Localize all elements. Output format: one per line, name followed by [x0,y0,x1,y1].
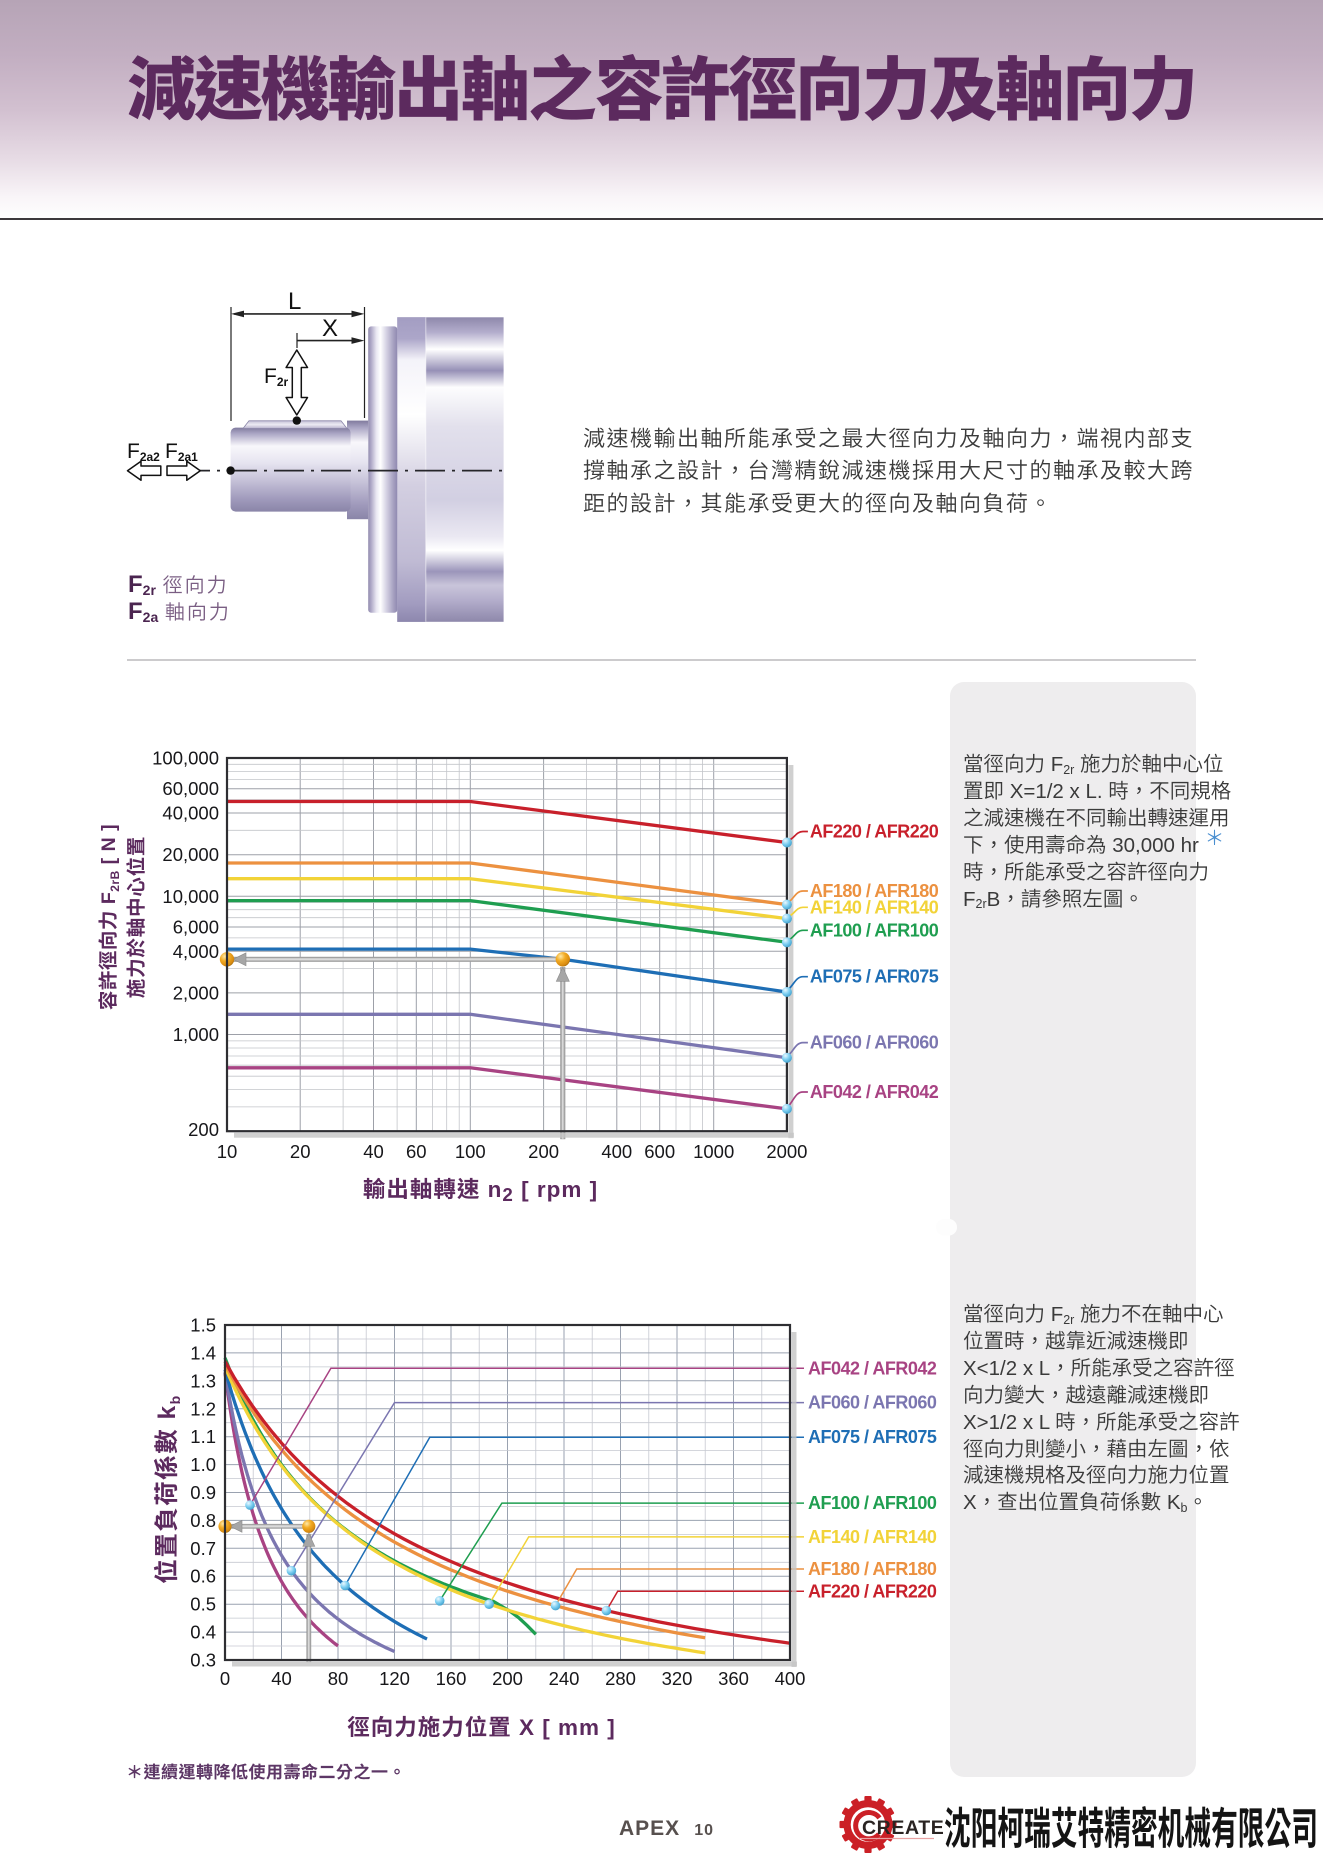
svg-text:40: 40 [363,1141,384,1162]
svg-text:AF042 / AFR042: AF042 / AFR042 [808,1358,937,1378]
svg-text:160: 160 [436,1668,467,1689]
svg-text:400: 400 [775,1668,806,1689]
svg-text:600: 600 [644,1141,675,1162]
svg-text:CREATE: CREATE [862,1817,944,1839]
svg-text:0.6: 0.6 [190,1566,216,1587]
svg-text:60,000: 60,000 [162,778,219,799]
svg-text:0.5: 0.5 [190,1594,216,1615]
svg-text:360: 360 [718,1668,749,1689]
svg-text:位置負荷係數 kb: 位置負荷係數 kb [153,1394,183,1584]
svg-text:6,000: 6,000 [173,917,219,938]
svg-text:0.4: 0.4 [190,1622,216,1643]
svg-text:1.5: 1.5 [190,1315,216,1336]
svg-text:AF100 / AFR100: AF100 / AFR100 [810,920,939,940]
svg-text:AF180 / AFR180: AF180 / AFR180 [810,881,939,901]
svg-text:0.7: 0.7 [190,1538,216,1559]
svg-text:20: 20 [290,1141,311,1162]
svg-text:1000: 1000 [693,1141,734,1162]
svg-text:AF100 / AFR100: AF100 / AFR100 [808,1493,937,1513]
svg-text:10: 10 [217,1141,238,1162]
svg-text:1.2: 1.2 [190,1398,216,1419]
svg-text:容許徑向力 F2rB [ N ]: 容許徑向力 F2rB [ N ] [98,824,122,1010]
svg-text:1.0: 1.0 [190,1454,216,1475]
svg-text:AF220 / AFR220: AF220 / AFR220 [808,1581,937,1601]
svg-text:AF060 / AFR060: AF060 / AFR060 [810,1033,939,1053]
svg-text:320: 320 [662,1668,693,1689]
svg-text:施力於軸中心位置: 施力於軸中心位置 [126,836,148,998]
svg-text:0.8: 0.8 [190,1510,216,1531]
svg-text:AF060 / AFR060: AF060 / AFR060 [808,1393,937,1413]
svg-text:1,000: 1,000 [173,1024,219,1045]
svg-text:1.3: 1.3 [190,1370,216,1391]
svg-text:AF140 / AFR140: AF140 / AFR140 [810,897,939,917]
svg-text:0.3: 0.3 [190,1650,216,1671]
svg-text:80: 80 [328,1668,349,1689]
svg-text:0.9: 0.9 [190,1482,216,1503]
svg-text:AF140 / AFR140: AF140 / AFR140 [808,1527,937,1547]
svg-text:400: 400 [601,1141,632,1162]
svg-text:200: 200 [188,1119,219,1140]
svg-text:120: 120 [379,1668,410,1689]
svg-text:200: 200 [528,1141,559,1162]
svg-text:AF075 / AFR075: AF075 / AFR075 [808,1427,937,1447]
svg-text:AF042 / AFR042: AF042 / AFR042 [810,1082,939,1102]
svg-text:100: 100 [455,1141,486,1162]
svg-text:4,000: 4,000 [173,941,219,962]
svg-text:2000: 2000 [766,1141,807,1162]
svg-text:2,000: 2,000 [173,982,219,1003]
svg-text:10,000: 10,000 [162,886,219,907]
svg-text:AF180 / AFR180: AF180 / AFR180 [808,1559,937,1579]
svg-text:240: 240 [549,1668,580,1689]
svg-text:AF075 / AFR075: AF075 / AFR075 [810,967,939,987]
svg-text:40: 40 [271,1668,292,1689]
svg-text:100,000: 100,000 [152,748,219,769]
svg-text:20,000: 20,000 [162,844,219,865]
svg-text:0: 0 [220,1668,230,1689]
svg-text:AF220 / AFR220: AF220 / AFR220 [810,822,939,842]
svg-text:200: 200 [492,1668,523,1689]
svg-text:1.4: 1.4 [190,1342,216,1363]
svg-text:1.1: 1.1 [190,1426,216,1447]
svg-text:60: 60 [406,1141,427,1162]
svg-text:40,000: 40,000 [162,803,219,824]
svg-text:280: 280 [605,1668,636,1689]
